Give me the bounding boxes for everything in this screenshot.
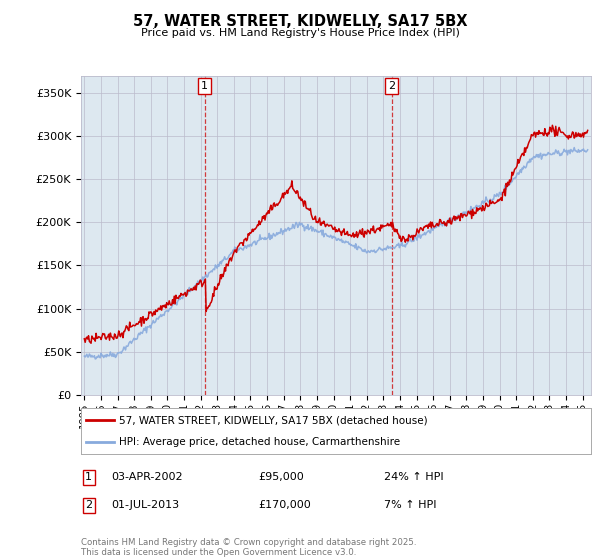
Text: 57, WATER STREET, KIDWELLY, SA17 5BX: 57, WATER STREET, KIDWELLY, SA17 5BX: [133, 14, 467, 29]
Text: 2: 2: [85, 500, 92, 510]
Text: 1: 1: [201, 81, 208, 91]
Text: 2: 2: [388, 81, 395, 91]
Text: £95,000: £95,000: [258, 472, 304, 482]
Text: 24% ↑ HPI: 24% ↑ HPI: [384, 472, 443, 482]
Text: Price paid vs. HM Land Registry's House Price Index (HPI): Price paid vs. HM Land Registry's House …: [140, 28, 460, 38]
Text: HPI: Average price, detached house, Carmarthenshire: HPI: Average price, detached house, Carm…: [119, 437, 400, 447]
Text: 57, WATER STREET, KIDWELLY, SA17 5BX (detached house): 57, WATER STREET, KIDWELLY, SA17 5BX (de…: [119, 415, 428, 425]
Text: 03-APR-2002: 03-APR-2002: [111, 472, 182, 482]
Text: 1: 1: [85, 472, 92, 482]
Text: Contains HM Land Registry data © Crown copyright and database right 2025.
This d: Contains HM Land Registry data © Crown c…: [81, 538, 416, 557]
Text: 01-JUL-2013: 01-JUL-2013: [111, 500, 179, 510]
Text: 7% ↑ HPI: 7% ↑ HPI: [384, 500, 437, 510]
Text: £170,000: £170,000: [258, 500, 311, 510]
